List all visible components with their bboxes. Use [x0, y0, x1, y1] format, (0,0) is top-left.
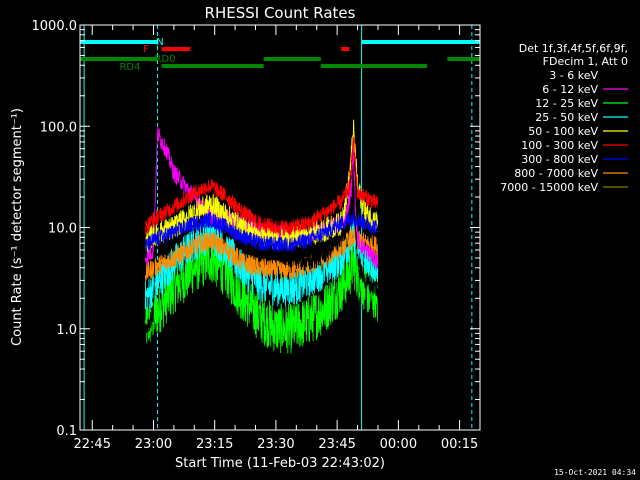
- legend-label-0: 3 - 6 keV: [549, 69, 598, 82]
- x-tick-label-1: 23:00: [135, 437, 172, 452]
- legend-label-1: 6 - 12 keV: [542, 83, 598, 96]
- legend-label-3: 25 - 50 keV: [535, 111, 598, 124]
- x-axis: 22:45 23:00 23:15 23:30 23:45 00:00 00:15: [74, 25, 481, 452]
- chart-title: RHESSI Count Rates: [205, 4, 356, 22]
- y-tick-label-0: 0.1: [56, 424, 77, 439]
- x-tick-label-5: 00:00: [380, 437, 417, 452]
- y-axis-label: Count Rate (s⁻¹ detector segment⁻¹): [10, 108, 25, 346]
- y-tick-label-4: 1000.0: [32, 19, 78, 34]
- series-line-2: [144, 238, 379, 354]
- series-line-5: [144, 137, 379, 236]
- y-tick-label-1: 1.0: [56, 323, 77, 338]
- y-tick-label-3: 100.0: [40, 120, 77, 135]
- x-tick-label-0: 22:45: [74, 437, 111, 452]
- legend-label-2: 12 - 25 keV: [535, 97, 598, 110]
- legend-label-5: 100 - 300 keV: [521, 139, 598, 152]
- legend-label-8: 7000 - 15000 keV: [500, 181, 598, 194]
- legend-label-6: 300 - 800 keV: [521, 153, 598, 166]
- legend-label-4: 50 - 100 keV: [528, 125, 598, 138]
- y-axis: 0.1 1.0 10.0 100.0 1000.0: [32, 19, 480, 439]
- legend-header-2: FDecim 1, Att 0: [543, 55, 628, 68]
- legend: Det 1f,3f,4f,5f,6f,9f, FDecim 1, Att 0 3…: [500, 42, 628, 194]
- timestamp: 15-Oct-2021 04:34: [554, 468, 636, 477]
- bar-label-f: F: [143, 44, 149, 55]
- x-tick-label-6: 00:15: [441, 437, 478, 452]
- x-axis-label: Start Time (11-Feb-03 22:43:02): [175, 456, 385, 471]
- bar-label-rd0: RD0: [154, 54, 175, 65]
- x-tick-label-3: 23:30: [257, 437, 294, 452]
- x-tick-label-2: 23:15: [196, 437, 233, 452]
- legend-header-1: Det 1f,3f,4f,5f,6f,9f,: [519, 42, 628, 55]
- y-tick-label-2: 10.0: [48, 222, 77, 237]
- legend-label-7: 800 - 7000 keV: [514, 167, 598, 180]
- series-line-6: [144, 210, 379, 253]
- x-tick-label-4: 23:45: [318, 437, 355, 452]
- bar-label-n: N: [156, 37, 163, 48]
- bar-label-rd4: RD4: [119, 62, 140, 73]
